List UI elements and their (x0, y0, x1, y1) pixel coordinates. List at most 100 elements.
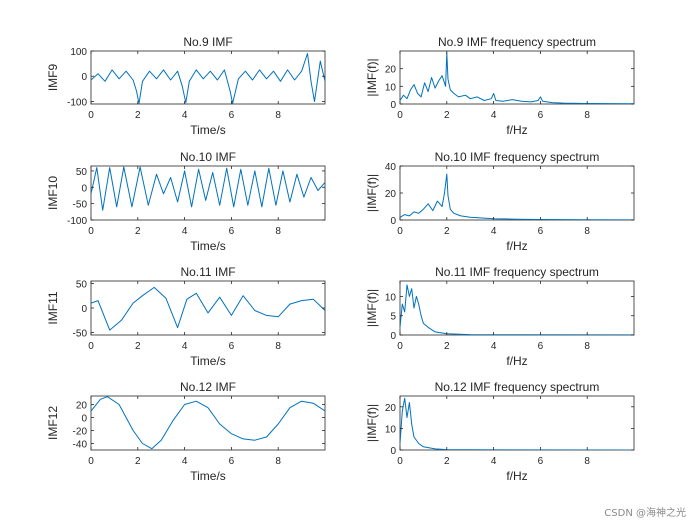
chart-2-ytick-label: 0 (390, 100, 396, 111)
chart-4-series-spectrum10 (400, 173, 634, 220)
chart-8-xtick-label: 6 (538, 456, 544, 467)
chart-2-xtick-label: 0 (397, 110, 403, 121)
chart-7-xtick-label: 6 (229, 456, 235, 467)
chart-7-title: No.12 IMF (180, 380, 236, 394)
chart-7-series-IMF12 (91, 396, 325, 450)
chart-6-axes-box (399, 280, 635, 336)
chart-5-xtick-label: 2 (135, 341, 141, 352)
chart-3-series-IMF10 (91, 166, 325, 211)
chart-7-ytick-label: -40 (73, 439, 88, 450)
chart-2-xlabel: f/Hz (506, 123, 527, 137)
chart-5-xtick-label: 8 (275, 341, 281, 352)
chart-8-ylabel: |IMF(f)| (365, 404, 379, 442)
chart-4-xtick-label: 6 (538, 226, 544, 237)
chart-8-xtick-label: 8 (584, 456, 590, 467)
chart-7-ytick-label: -20 (73, 426, 88, 437)
chart-8-xlabel: f/Hz (506, 469, 527, 483)
chart-4-ytick-label: 0 (390, 216, 396, 227)
chart-5-series-IMF11 (91, 286, 325, 331)
chart-3-ytick-label: -50 (73, 200, 88, 211)
chart-4-axes-box (399, 165, 635, 221)
chart-7-ylabel: IMF12 (46, 406, 60, 440)
chart-7-ytick-label: 20 (76, 400, 88, 411)
chart-7-xlabel: Time/s (190, 469, 226, 483)
chart-1-axes-box (90, 50, 326, 105)
chart-1-xtick-label: 8 (275, 110, 281, 121)
chart-4-ylabel: |IMF(f)| (365, 174, 379, 212)
chart-1-xtick-label: 0 (88, 110, 94, 121)
chart-6-xtick-label: 4 (491, 341, 497, 352)
chart-3-xtick-label: 2 (135, 226, 141, 237)
chart-1-series-IMF9 (91, 53, 325, 104)
chart-6-xtick-label: 6 (538, 341, 544, 352)
chart-2-xtick-label: 4 (491, 110, 497, 121)
chart-7-xtick-label: 2 (135, 456, 141, 467)
chart-8-title: No.12 IMF frequency spectrum (435, 380, 600, 394)
chart-7-xtick-label: 0 (88, 456, 94, 467)
chart-4-xtick-label: 4 (491, 226, 497, 237)
chart-1-xtick-label: 2 (135, 110, 141, 121)
chart-8-xtick-label: 4 (491, 456, 497, 467)
chart-6-xlabel: f/Hz (506, 354, 527, 368)
chart-8-axes-box (399, 395, 635, 451)
chart-7-xtick-label: 4 (182, 456, 188, 467)
chart-5-ylabel: IMF11 (46, 291, 60, 324)
watermark: CSDN @海神之光 (604, 508, 686, 519)
chart-1-ylabel: IMF9 (46, 64, 60, 92)
chart-6-ytick-label: 5 (390, 312, 396, 323)
chart-1-ytick-label: 100 (70, 47, 87, 58)
chart-5-xtick-label: 0 (88, 341, 94, 352)
chart-3-ytick-label: 50 (76, 167, 88, 178)
chart-8-ytick-label: 0 (390, 446, 396, 457)
chart-3-ylabel: IMF10 (46, 176, 60, 210)
chart-6-ytick-label: 10 (385, 292, 397, 303)
chart-6-xtick-label: 0 (397, 341, 403, 352)
chart-2-series-spectrum9 (400, 52, 634, 104)
chart-7-axes-box (90, 395, 326, 451)
chart-2-xtick-label: 6 (538, 110, 544, 121)
chart-7-xtick-label: 8 (275, 456, 281, 467)
chart-1-ytick-label: -100 (67, 97, 87, 108)
chart-5-ytick-label: -50 (73, 329, 88, 340)
chart-6-title: No.11 IMF frequency spectrum (435, 265, 599, 279)
chart-4-xtick-label: 2 (444, 226, 450, 237)
chart-2-xtick-label: 8 (584, 110, 590, 121)
chart-4-ytick-label: 20 (385, 189, 397, 200)
chart-8-ytick-label: 20 (385, 403, 397, 414)
chart-3-ytick-label: 0 (81, 183, 87, 194)
chart-8-xtick-label: 2 (444, 456, 450, 467)
chart-4-xlabel: f/Hz (506, 239, 527, 253)
chart-1-xtick-label: 6 (229, 110, 235, 121)
chart-1-ytick-label: 0 (81, 72, 87, 83)
chart-3-xtick-label: 8 (275, 226, 281, 237)
chart-4-title: No.10 IMF frequency spectrum (435, 150, 600, 164)
chart-5-title: No.11 IMF (180, 265, 235, 279)
chart-6-ylabel: |IMF(f)| (365, 289, 379, 327)
chart-6-xtick-label: 8 (584, 341, 590, 352)
chart-2-title: No.9 IMF frequency spectrum (438, 35, 596, 49)
chart-1-title: No.9 IMF (183, 35, 232, 49)
chart-4-xtick-label: 0 (397, 226, 403, 237)
chart-6-series-spectrum11 (400, 284, 634, 335)
chart-3-title: No.10 IMF (180, 150, 236, 164)
chart-7-ytick-label: 0 (81, 413, 87, 424)
chart-5-ytick-label: 50 (76, 279, 88, 290)
chart-5-xlabel: Time/s (190, 354, 226, 368)
chart-1-xtick-label: 4 (182, 110, 188, 121)
chart-4-xtick-label: 8 (584, 226, 590, 237)
chart-3-xtick-label: 0 (88, 226, 94, 237)
chart-1-xlabel: Time/s (190, 123, 226, 137)
chart-5-xtick-label: 6 (229, 341, 235, 352)
chart-6-ytick-label: 0 (390, 331, 396, 342)
chart-2-xtick-label: 2 (444, 110, 450, 121)
chart-8-series-spectrum12 (400, 397, 634, 450)
chart-2-ylabel: |IMF(f)| (365, 58, 379, 96)
chart-3-xtick-label: 4 (182, 226, 188, 237)
chart-4-ytick-label: 40 (385, 162, 397, 173)
chart-3-ytick-label: -100 (67, 216, 87, 227)
chart-3-xlabel: Time/s (190, 239, 226, 253)
chart-3-xtick-label: 6 (229, 226, 235, 237)
chart-8-ytick-label: 10 (385, 424, 397, 435)
chart-5-ytick-label: 0 (81, 304, 87, 315)
